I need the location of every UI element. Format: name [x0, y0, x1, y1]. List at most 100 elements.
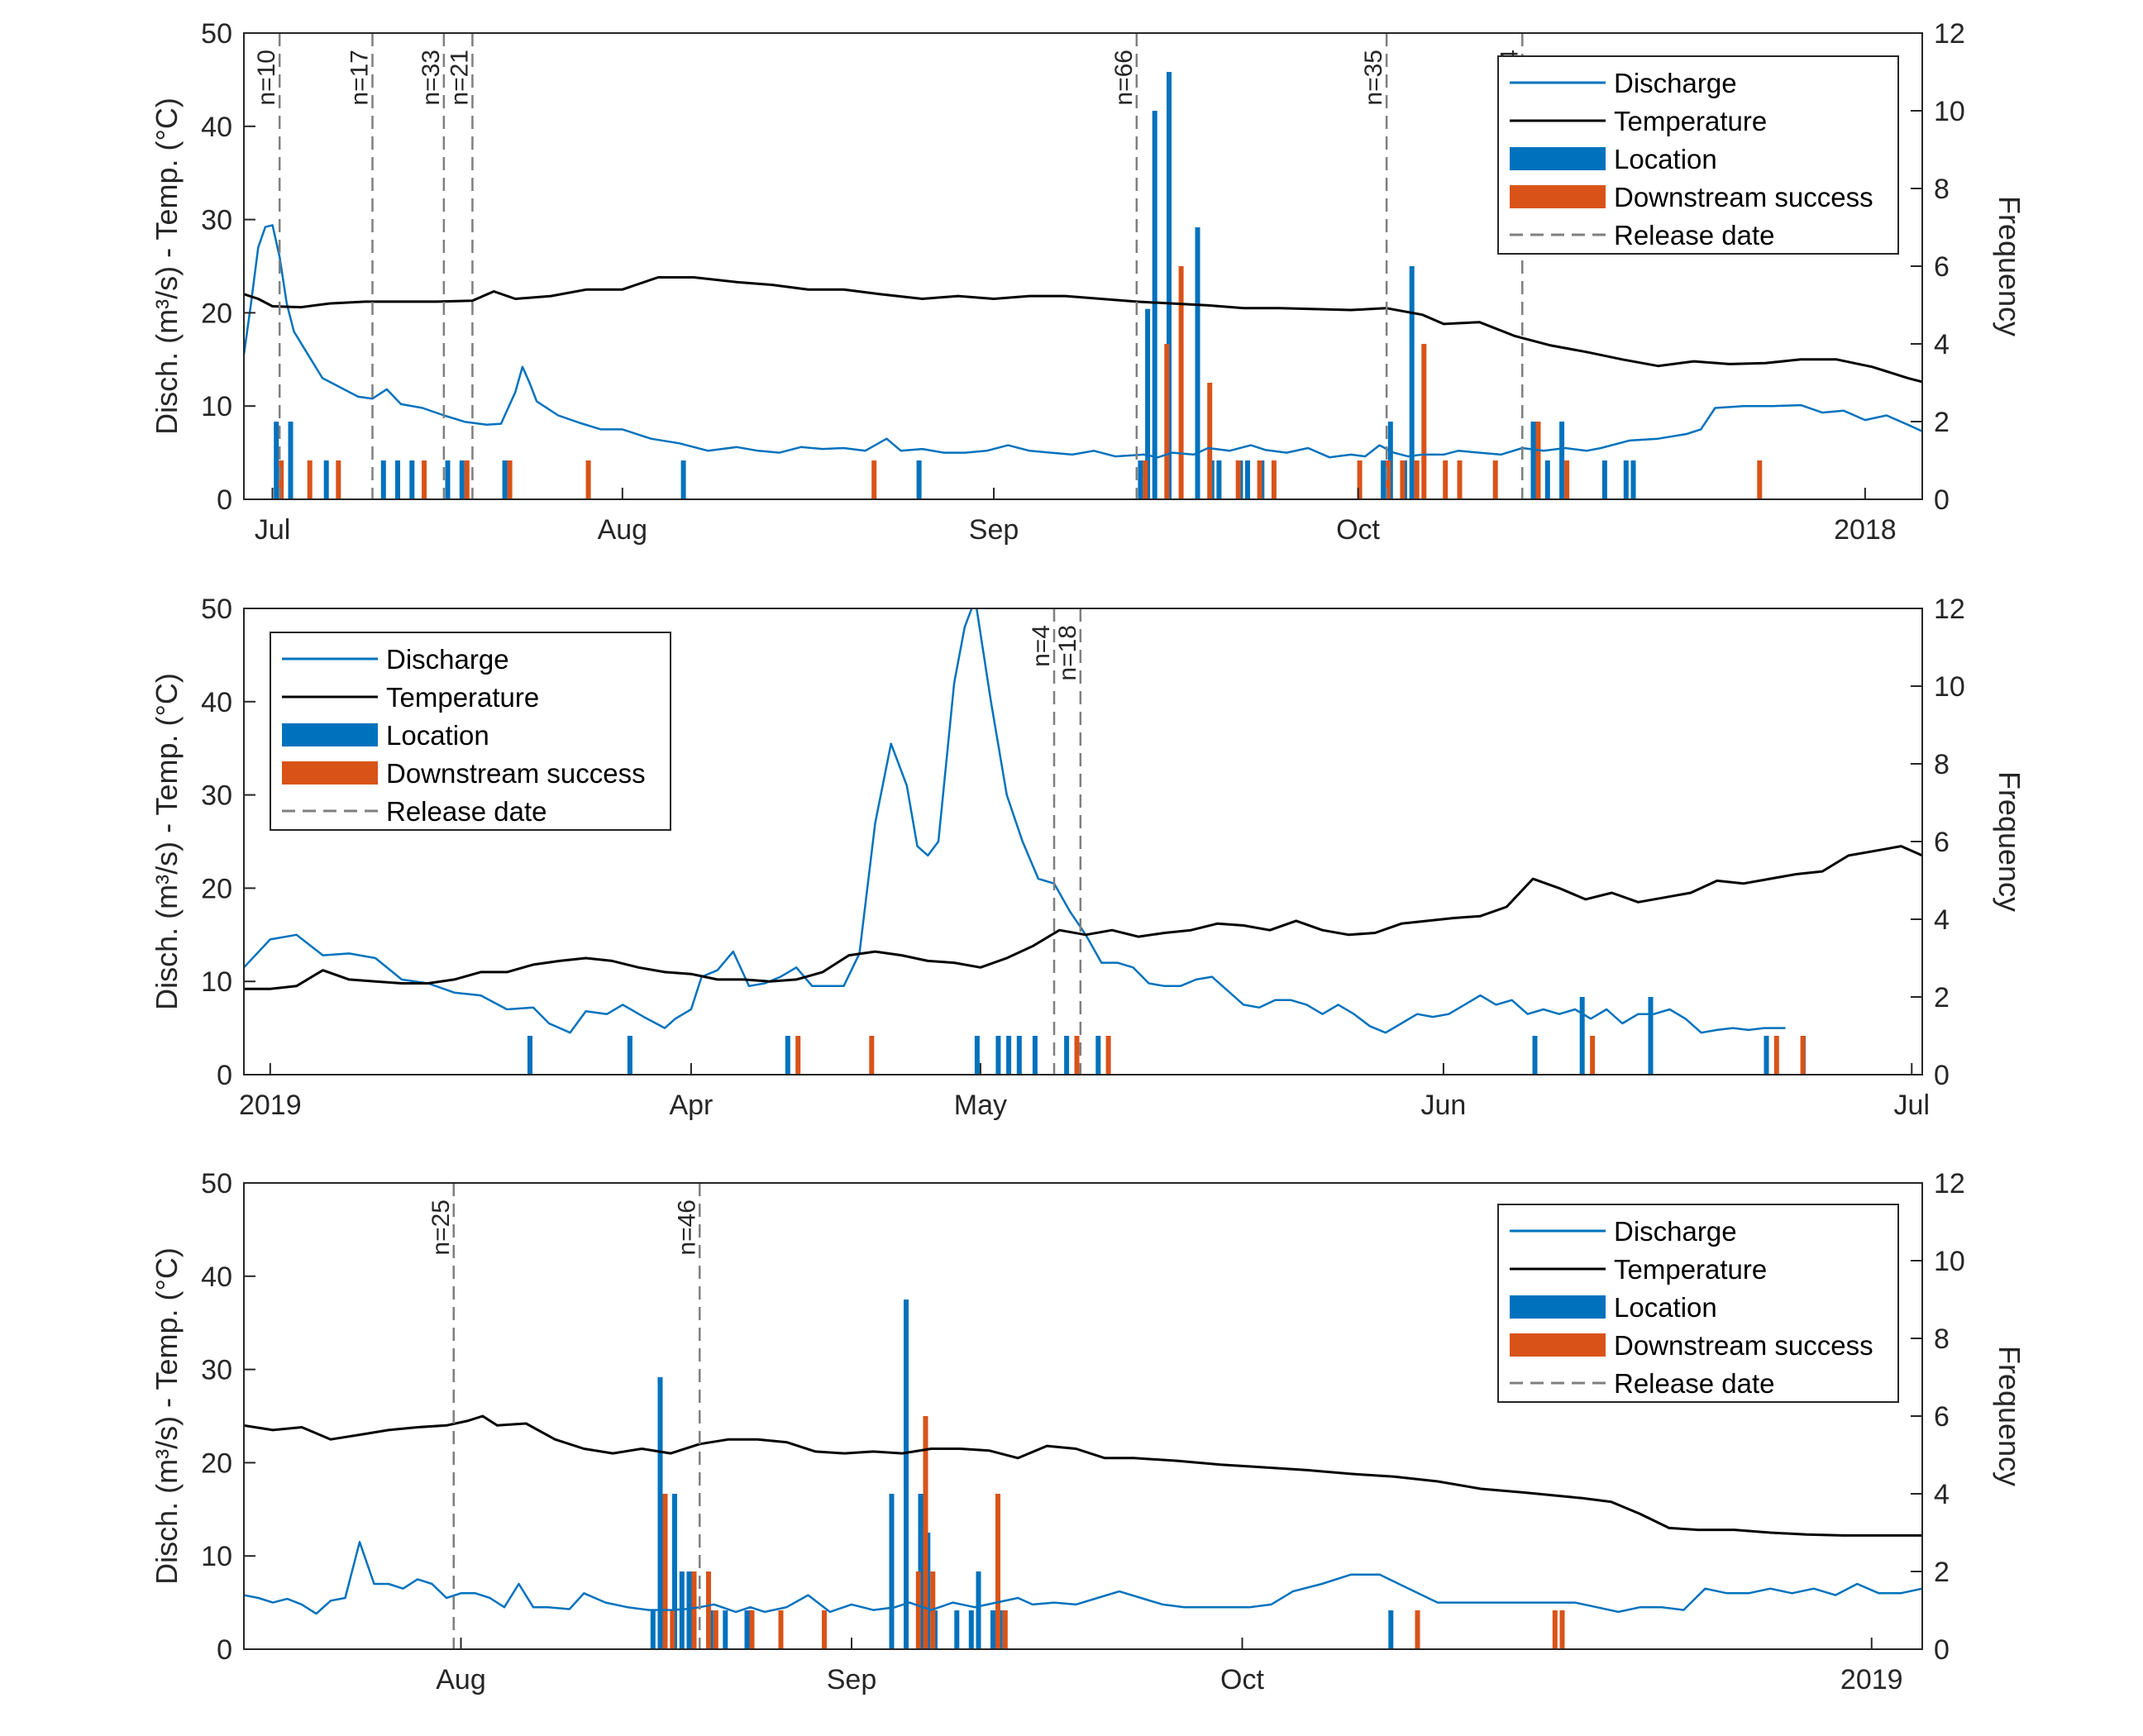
downstream-success-bar [507, 460, 513, 499]
x-axis: 2019 Apr May Jun Jul [239, 1063, 1930, 1121]
y-tick-label: 20 [201, 298, 232, 329]
y-right-tick-label: 10 [1934, 1246, 1965, 1277]
location-bar [1623, 460, 1629, 499]
y-axis-right: 0 2 4 6 8 10 12 [1911, 18, 1965, 516]
y-axis-left: 0 10 20 30 40 50 [201, 594, 255, 1091]
downstream-success-bar [1400, 460, 1406, 499]
downstream-success-bar [1074, 1036, 1080, 1075]
downstream-success-bar [1271, 460, 1277, 499]
legend-label-downstream-success: Downstream success [386, 758, 646, 789]
legend-swatch-location [282, 723, 378, 746]
location-bar [527, 1036, 532, 1075]
x-axis: Jul Aug Sep Oct 2018 [255, 488, 1897, 546]
y-right-tick-label: 6 [1934, 827, 1950, 858]
series-downstream-success [795, 1036, 1806, 1075]
location-bar [459, 460, 465, 499]
location-bar [1245, 460, 1250, 499]
downstream-success-bar [822, 1610, 827, 1649]
location-bar [968, 1610, 974, 1649]
location-bar [1195, 227, 1200, 499]
location-bar [1152, 111, 1157, 499]
location-bar [288, 422, 294, 499]
x-tick-label: Sep [827, 1664, 877, 1695]
chart-panel-2: n=4n=18 0 10 20 30 40 50 0 2 4 6 8 10 12 2019 Apr May Jun… [150, 594, 2026, 1121]
downstream-success-bar [585, 460, 591, 499]
downstream-success-bar [336, 460, 341, 499]
y-tick-label: 10 [201, 391, 232, 422]
series-discharge-line [244, 608, 1786, 1034]
location-bar [274, 422, 279, 499]
y-axis-left-label: Disch. (m³/s) - Temp. (°C) [150, 673, 184, 1010]
location-bar [916, 460, 922, 499]
downstream-success-bar [795, 1036, 801, 1075]
location-bar [395, 460, 400, 499]
series-downstream-success [662, 1416, 1565, 1649]
y-right-tick-label: 0 [1934, 1634, 1950, 1666]
legend-label-location: Location [1614, 144, 1717, 174]
location-bar [1559, 422, 1565, 499]
y-tick-label: 20 [201, 1447, 232, 1479]
y-tick-label: 0 [217, 1060, 232, 1091]
downstream-success-bar [307, 460, 313, 499]
downstream-success-bar [1559, 1610, 1565, 1649]
location-bar [409, 460, 415, 499]
downstream-success-bar [422, 460, 427, 499]
x-tick-label: Aug [598, 514, 648, 546]
x-tick-label: Apr [669, 1090, 713, 1121]
legend-swatch-downstream-success [282, 761, 378, 785]
location-bar [976, 1571, 981, 1649]
downstream-success-bar [1357, 460, 1363, 499]
x-tick-label: May [954, 1090, 1007, 1121]
legend-label-release-date: Release date [386, 796, 546, 827]
release-dates: n=4n=18 [1028, 608, 1082, 1075]
downstream-success-bar [1757, 460, 1763, 499]
y-right-tick-label: 8 [1934, 174, 1950, 205]
release-date-label: n=21 [446, 50, 473, 106]
legend-label-downstream-success: Downstream success [1614, 1330, 1873, 1361]
location-bar [1006, 1036, 1012, 1075]
y-tick-label: 20 [201, 873, 232, 904]
chart-panel-1: n=10n=17n=33n=21n=66n=35n=24010203040500… [150, 18, 2026, 546]
y-right-tick-label: 4 [1934, 329, 1950, 360]
x-tick-label: Oct [1220, 1664, 1264, 1695]
legend-label-temperature: Temperature [1614, 106, 1767, 136]
legend-label-discharge: Discharge [386, 644, 509, 675]
series-discharge-line [244, 1541, 1922, 1615]
location-bar [889, 1494, 895, 1649]
downstream-success-bar [869, 1036, 875, 1075]
legend-label-location: Location [1614, 1292, 1717, 1323]
release-date-label: n=35 [1360, 50, 1387, 106]
downstream-success-bar [1564, 460, 1570, 499]
location-bar [1532, 1036, 1538, 1075]
y-tick-label: 50 [201, 18, 232, 50]
location-bar [1579, 997, 1585, 1075]
location-bar [1601, 460, 1607, 499]
downstream-success-bar [1207, 383, 1213, 499]
y-right-tick-label: 12 [1934, 594, 1965, 625]
location-bar [1381, 460, 1387, 499]
legend-swatch-downstream-success [1510, 1333, 1606, 1357]
series-temperature-line [244, 845, 1922, 990]
series-discharge-line [244, 224, 1922, 459]
x-tick-label: Jun [1420, 1090, 1466, 1121]
downstream-success-bar [995, 1494, 1000, 1649]
y-tick-label: 10 [201, 1541, 232, 1572]
release-date-label: n=18 [1054, 625, 1081, 681]
downstream-success-bar [1235, 460, 1241, 499]
location-bar [1145, 308, 1151, 499]
x-tick-label: Jul [1894, 1090, 1930, 1121]
y-tick-label: 40 [201, 112, 232, 143]
release-date-label: n=25 [427, 1199, 455, 1256]
legend: Discharge Temperature Location Downstream s… [1497, 55, 1899, 255]
y-tick-label: 0 [217, 1634, 232, 1666]
y-axis-right-label: Frequency [1993, 1346, 2026, 1486]
legend-swatch-location [1510, 147, 1606, 170]
location-bar [1388, 1610, 1394, 1649]
y-tick-label: 10 [201, 966, 232, 998]
downstream-success-bar [1178, 266, 1184, 499]
downstream-success-bar [662, 1494, 668, 1649]
location-bar [650, 1610, 656, 1649]
downstream-success-bar [778, 1610, 784, 1649]
location-bar [990, 1610, 995, 1649]
